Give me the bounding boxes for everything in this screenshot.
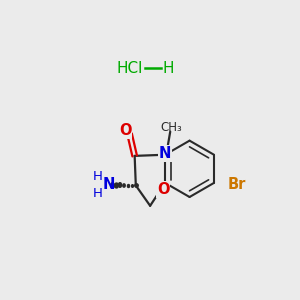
Text: O: O [119,123,132,138]
Text: Br: Br [227,177,246,192]
Text: N: N [103,178,116,193]
Text: O: O [157,182,170,197]
Text: H: H [162,61,174,76]
Text: CH₃: CH₃ [160,121,182,134]
Text: H: H [93,187,103,200]
Text: HCl: HCl [117,61,143,76]
Text: H: H [93,170,103,183]
Text: N: N [158,146,171,161]
